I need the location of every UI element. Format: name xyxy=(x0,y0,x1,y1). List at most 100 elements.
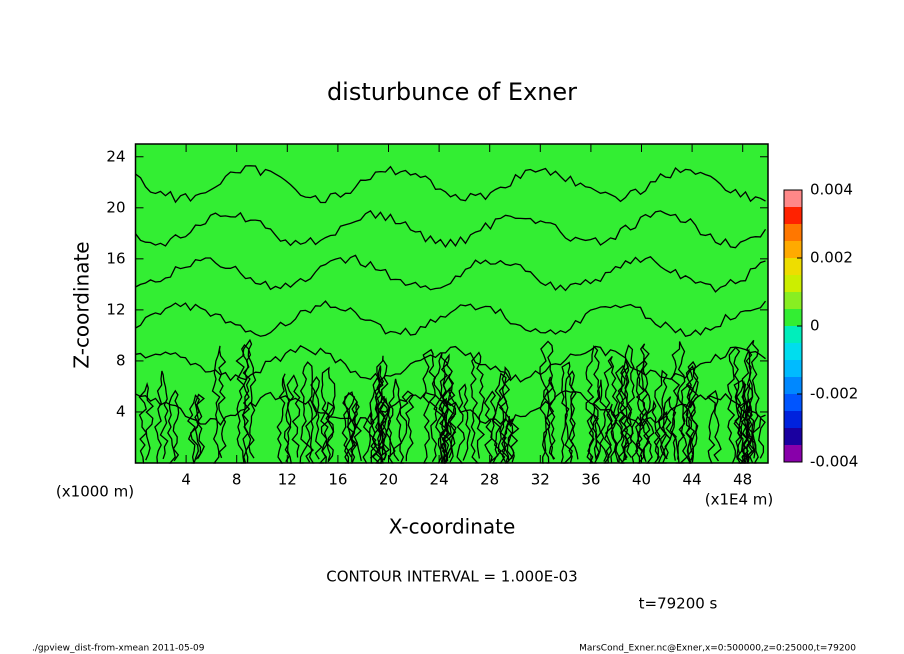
contour-line xyxy=(657,410,673,464)
contour-line xyxy=(362,411,378,464)
colorbar-band xyxy=(784,207,802,224)
contour-line xyxy=(619,344,636,464)
contour-line xyxy=(629,415,643,464)
contour-line xyxy=(678,384,696,464)
contour-line xyxy=(308,376,323,464)
x-tick-label: 44 xyxy=(683,471,702,489)
colorbar-band xyxy=(784,309,802,326)
contour-line xyxy=(614,364,630,464)
contour-line xyxy=(189,393,205,464)
contour-line xyxy=(645,399,661,464)
x-tick-label: 48 xyxy=(733,471,752,489)
contour-line xyxy=(422,348,438,464)
colorbar-band xyxy=(784,377,802,394)
time-label: t=79200 s xyxy=(639,595,718,613)
contour-line xyxy=(341,392,356,464)
x-tick-label: 12 xyxy=(278,471,297,489)
footer-right: MarsCond_Exner.nc@Exner,x=0:500000,z=0:2… xyxy=(579,644,856,654)
y-tick-label: 12 xyxy=(106,300,125,318)
contour-line xyxy=(320,366,336,464)
y-tick-label: 8 xyxy=(116,351,126,369)
contour-line xyxy=(539,340,555,464)
contour-line xyxy=(736,380,751,464)
contour-line xyxy=(635,343,651,464)
x-tick-label: 36 xyxy=(581,471,600,489)
contour-line xyxy=(134,210,767,249)
colorbar-tick-label: 0 xyxy=(810,317,820,335)
y-tick-label: 20 xyxy=(106,198,125,216)
x-unit: (x1E4 m) xyxy=(705,491,774,509)
contour-line xyxy=(560,361,575,464)
contour-line xyxy=(586,413,599,464)
plot-frame xyxy=(134,143,769,464)
contour-line xyxy=(727,346,743,464)
contour-line xyxy=(483,390,499,464)
contour-line xyxy=(441,387,457,464)
contour-line xyxy=(740,382,757,464)
contour-line xyxy=(135,300,767,338)
contour-line xyxy=(739,348,756,464)
contour-line xyxy=(440,353,456,464)
chart-title: disturbunce of Exner xyxy=(327,78,577,106)
colorbar-band xyxy=(784,394,802,411)
contour-line xyxy=(399,390,415,464)
x-tick-label: 16 xyxy=(328,471,347,489)
contour-line xyxy=(135,344,766,383)
colorbar-band xyxy=(784,241,802,258)
colorbar-band xyxy=(784,428,802,445)
colorbar-band xyxy=(784,411,802,428)
x-tick-label: 32 xyxy=(531,471,550,489)
colorbar-band xyxy=(784,326,802,343)
contour-line xyxy=(135,390,766,430)
x-tick-label: 24 xyxy=(430,471,449,489)
contour-line xyxy=(154,370,169,464)
y-tick-label: 24 xyxy=(106,147,125,165)
contour-line xyxy=(501,416,515,464)
x-tick-label: 40 xyxy=(632,471,651,489)
x-tick-label: 28 xyxy=(480,471,499,489)
contour-line xyxy=(387,378,403,464)
colorbar-band xyxy=(784,224,802,241)
y-unit: (x1000 m) xyxy=(56,483,134,501)
footer-left: ./gpview_dist-from-xmean 2011-05-09 xyxy=(32,644,205,654)
contour-line xyxy=(276,373,292,464)
colorbar-band xyxy=(784,360,802,377)
contour-line xyxy=(299,361,315,464)
colorbar-band xyxy=(784,258,802,275)
contour-line xyxy=(187,394,202,464)
colorbar-band xyxy=(784,190,802,207)
y-tick-label: 16 xyxy=(106,249,125,267)
x-tick-label: 20 xyxy=(379,471,398,489)
colorbar-band xyxy=(784,275,802,292)
contour-line xyxy=(752,416,766,464)
x-tick-label: 4 xyxy=(181,471,191,489)
contour-line xyxy=(456,383,471,464)
contour-line xyxy=(235,343,252,464)
colorbar-tick-label: 0.002 xyxy=(810,249,853,267)
contour-line xyxy=(318,401,335,464)
contour-line xyxy=(135,254,766,293)
contour-line xyxy=(374,355,390,464)
contour-line xyxy=(138,381,154,464)
colorbar-tick-label: -0.002 xyxy=(810,385,858,403)
contour-line xyxy=(285,374,301,464)
contour-line xyxy=(167,389,180,464)
contour-line xyxy=(670,341,686,464)
contour-line xyxy=(653,369,669,464)
contour-line xyxy=(603,403,619,464)
contour-line xyxy=(706,389,722,464)
x-tick-label: 8 xyxy=(232,471,242,489)
colorbar-tick-label: 0.004 xyxy=(810,181,853,199)
x-axis-label: X-coordinate xyxy=(389,515,516,539)
colorbar-tick-label: -0.004 xyxy=(810,453,858,471)
colorbar-band xyxy=(784,445,802,462)
colorbar-band xyxy=(784,292,802,309)
contours xyxy=(134,165,767,464)
contour-line xyxy=(433,353,449,464)
contour-line xyxy=(685,364,699,464)
contour-interval: CONTOUR INTERVAL = 1.000E-03 xyxy=(326,568,577,586)
contour-line xyxy=(563,370,579,464)
contour-line xyxy=(371,365,386,464)
